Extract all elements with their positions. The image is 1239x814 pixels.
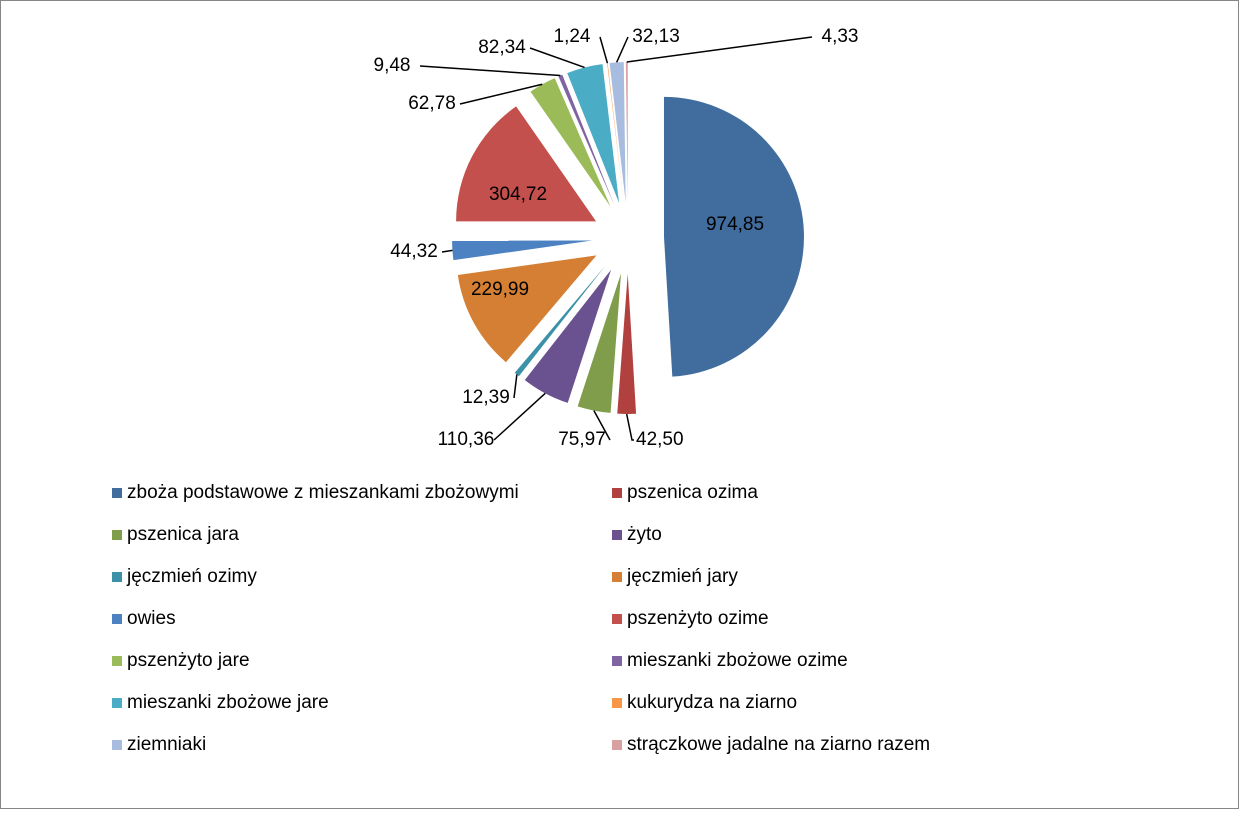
legend-label: owies <box>127 608 176 629</box>
data-label: 110,36 <box>438 429 495 450</box>
pie-slice <box>514 265 606 377</box>
leader-line <box>493 392 546 441</box>
leader-line <box>626 36 813 63</box>
legend-label: jęczmień ozimy <box>126 566 257 587</box>
pie-slice <box>663 96 804 377</box>
data-label: 62,78 <box>408 93 456 114</box>
legend-swatch <box>112 698 122 708</box>
legend-swatch <box>112 572 122 582</box>
legend-swatch <box>612 614 622 624</box>
legend-label: pszenżyto ozime <box>627 608 769 629</box>
leader-line <box>599 36 609 64</box>
leader-line <box>529 47 585 69</box>
pie-slice <box>609 62 626 203</box>
legend-swatch <box>612 656 622 666</box>
data-label: 1,24 <box>554 26 591 47</box>
pie-slice <box>558 74 615 205</box>
legend-label: jęczmień jary <box>626 566 738 587</box>
legend-label: mieszanki zbożowe jare <box>127 692 329 713</box>
legend-label: żyto <box>627 524 662 545</box>
legend-swatch <box>112 614 122 624</box>
data-label: 42,50 <box>636 429 684 450</box>
legend-swatch <box>112 530 122 540</box>
data-label: 32,13 <box>632 26 680 47</box>
legend-label: pszenica ozima <box>627 482 758 503</box>
data-label: 9,48 <box>374 55 411 76</box>
pie-slice <box>607 63 624 203</box>
data-label: 974,85 <box>706 214 764 235</box>
legend-swatch <box>112 656 122 666</box>
pie-slice <box>567 64 620 204</box>
legend-swatch <box>612 740 622 750</box>
pie-slice <box>625 62 628 203</box>
legend-swatch <box>612 488 622 498</box>
pie-slice <box>456 106 597 222</box>
leader-line <box>419 65 561 77</box>
legend-label: ziemniaki <box>127 734 206 755</box>
legend-label: strączkowe jadalne na ziarno razem <box>627 734 930 755</box>
data-label: 12,39 <box>462 387 510 408</box>
legend-label: zboża podstawowe z mieszankami zbożowymi <box>127 482 519 503</box>
leader-line <box>459 83 543 105</box>
legend-swatch <box>112 488 122 498</box>
legend-label: kukurydza na ziarno <box>627 692 797 713</box>
pie-slice <box>457 255 597 363</box>
legend-swatch <box>612 530 622 540</box>
leader-line <box>513 374 518 399</box>
leader-line <box>441 249 453 253</box>
pie-slice <box>617 273 637 414</box>
legend-label: pszenica jara <box>127 524 239 545</box>
pie-slice <box>577 273 622 413</box>
leader-line <box>615 36 629 63</box>
legend-swatch <box>112 740 122 750</box>
legend-swatch <box>612 698 622 708</box>
data-label: 4,33 <box>822 26 859 47</box>
legend-label: mieszanki zbożowe ozime <box>627 650 848 671</box>
leader-line <box>625 413 634 441</box>
legend-swatch <box>612 572 622 582</box>
data-label: 82,34 <box>478 37 526 58</box>
data-label: 229,99 <box>471 279 529 300</box>
pie-slice <box>524 269 612 403</box>
pie-slice <box>530 78 611 207</box>
data-label: 75,97 <box>558 429 606 450</box>
pie-slice <box>452 240 593 261</box>
legend-label: pszenżyto jare <box>127 650 250 671</box>
data-label: 304,72 <box>489 184 547 205</box>
leader-line <box>593 410 611 441</box>
data-label: 44,32 <box>390 241 438 262</box>
